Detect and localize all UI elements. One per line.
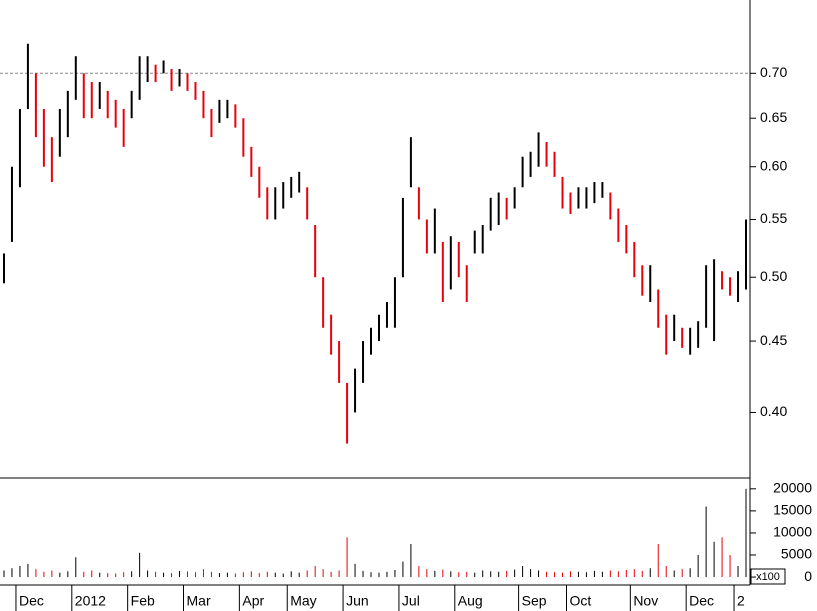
- volume-unit: x100: [756, 571, 780, 583]
- x-tick-label: Feb: [131, 593, 155, 609]
- y-tick-label: 0.45: [760, 332, 787, 348]
- x-tick-label: May: [290, 593, 316, 609]
- y-tick-label: 0.65: [760, 109, 787, 125]
- x-tick-label: Apr: [242, 593, 264, 609]
- x-tick-label: Dec: [689, 593, 714, 609]
- y-tick-label: 0.60: [760, 157, 787, 173]
- y-tick-label: 10000: [773, 524, 812, 540]
- x-tick-label: Sep: [522, 593, 547, 609]
- x-tick-label: Aug: [458, 593, 483, 609]
- x-tick-label: Dec: [19, 593, 44, 609]
- x-tick-label: Oct: [569, 593, 591, 609]
- x-tick-label: 2: [737, 593, 745, 609]
- y-tick-label: 20000: [773, 480, 812, 496]
- y-tick-label: 0.50: [760, 268, 787, 284]
- unit-box: [750, 568, 786, 585]
- x-tick-label: Mar: [187, 593, 211, 609]
- y-tick-label: 0.55: [760, 210, 787, 226]
- y-tick-label: 0.40: [760, 403, 787, 419]
- x-tick-label: Jun: [346, 593, 369, 609]
- y-tick-label: 15000: [773, 502, 812, 518]
- y-tick-label: 0.70: [760, 64, 787, 80]
- x-tick-label: Jul: [402, 593, 420, 609]
- y-tick-label: 5000: [781, 546, 812, 562]
- x-tick-label: 2012: [75, 593, 106, 609]
- y-tick-label: 0: [804, 568, 812, 584]
- x-tick-label: Nov: [633, 593, 658, 609]
